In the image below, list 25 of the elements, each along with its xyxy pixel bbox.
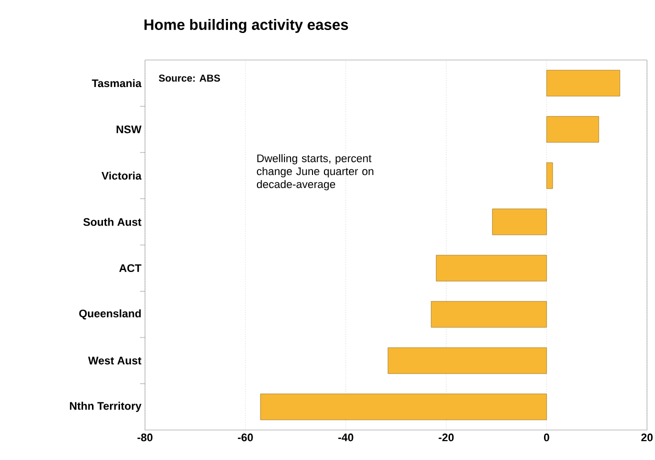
x-tick-label: 20 (641, 434, 653, 442)
bar (436, 254, 547, 282)
annotation: Dwelling starts, percent change June quarter on decade-average (256, 154, 374, 190)
y-tick-label: Victoria (102, 172, 142, 180)
bar (546, 162, 553, 189)
bar (492, 208, 547, 236)
y-tick-label: Queensland (79, 309, 141, 320)
y-tick-label: West Aust (88, 356, 142, 364)
y-tick-label: Tasmania (92, 79, 142, 88)
bar (546, 116, 600, 143)
y-tick-label: NSW (116, 126, 142, 134)
bar (260, 394, 547, 420)
x-tick-label: -40 (338, 434, 354, 442)
x-tick-label: -60 (238, 434, 253, 442)
x-tick-label: -20 (438, 434, 454, 442)
bar (546, 70, 620, 96)
bar (430, 301, 547, 328)
x-tick-label: 0 (544, 434, 550, 442)
chart-title: Home building activity eases (144, 18, 348, 33)
annotation: Source: ABS (158, 74, 220, 82)
y-tick-label: ACT (119, 264, 142, 272)
bar (388, 347, 547, 374)
y-tick-label: South Aust (83, 218, 142, 226)
y-tick-label: Nthn Territory (70, 402, 142, 412)
x-tick-label: -80 (138, 434, 152, 442)
